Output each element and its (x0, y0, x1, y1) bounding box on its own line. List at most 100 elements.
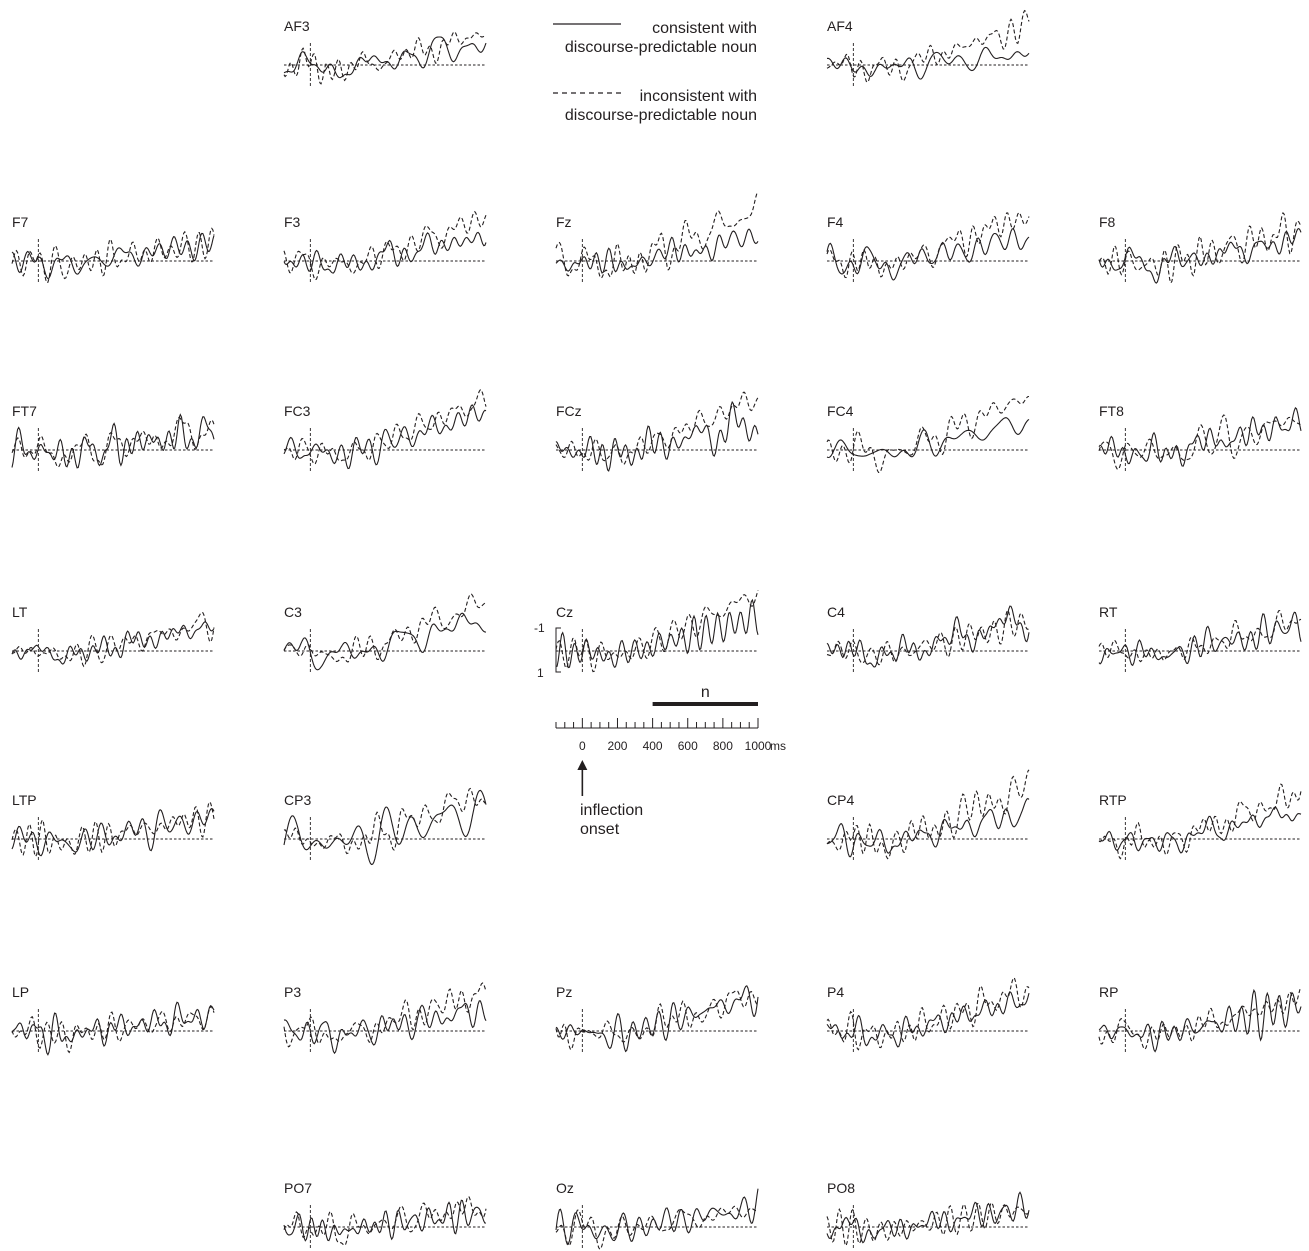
waveform-solid (555, 228, 759, 274)
electrode-label: FC4 (827, 403, 854, 419)
electrode-label: F4 (827, 214, 844, 230)
electrode-label: RP (1099, 984, 1118, 1000)
electrode-label: AF4 (827, 18, 853, 34)
waveform-dashed (826, 395, 1030, 474)
electrode-label: Cz (556, 604, 573, 620)
amplitude-bracket (555, 627, 561, 673)
electrode-label: Oz (556, 1180, 574, 1196)
waveform-solid (1098, 806, 1302, 854)
electrode-panel-cp3: CP3 (283, 787, 487, 866)
waveform-solid (826, 46, 1030, 80)
analysis-window-label: n (701, 684, 710, 701)
waveform-solid (826, 417, 1030, 459)
electrode-label: F3 (284, 214, 301, 230)
electrode-panel-cp4: CP4 (826, 769, 1030, 861)
amplitude-tick-neg: -1 (534, 621, 545, 635)
electrode-panel-fc3: FC3 (283, 388, 487, 472)
legend: consistent with discourse-predictable no… (553, 20, 757, 124)
waveform-dashed (11, 416, 215, 468)
waveform-dashed (826, 609, 1030, 666)
waveform-solid (1098, 611, 1302, 667)
waveform-dashed (555, 989, 759, 1051)
electrode-panel-rtp: RTP (1098, 783, 1302, 861)
electrode-panel-lp: LP (11, 984, 215, 1056)
electrode-panel-f8: F8 (1098, 211, 1302, 285)
waveform-dashed (555, 391, 759, 465)
waveform-dashed (283, 210, 487, 281)
waveform-solid (283, 231, 487, 274)
waveform-dashed (826, 211, 1030, 279)
legend-consistent-line1: consistent with (652, 20, 757, 37)
electrode-label: LP (12, 984, 29, 1000)
electrode-panel-cz: Cz (555, 590, 759, 673)
electrode-panel-c4: C4 (826, 604, 1030, 673)
electrode-panel-ft7: FT7 (11, 403, 215, 472)
electrode-label: CP4 (827, 792, 854, 808)
legend-inconsistent-line1: inconsistent with (640, 88, 757, 105)
scale-bar: -1 1 n 0 200 400 600 800 1000 ms inflection o… (534, 621, 786, 838)
electrode-label: LT (12, 604, 28, 620)
waveform-dashed (11, 227, 215, 284)
waveform-dashed (283, 787, 487, 855)
waveform-dashed (283, 31, 487, 85)
electrode-panel-f4: F4 (826, 211, 1030, 283)
waveform-solid (283, 789, 487, 866)
waveform-dashed (555, 590, 759, 673)
waveform-dashed (826, 9, 1030, 84)
waveform-solid (283, 612, 487, 671)
onset-arrow-icon (577, 760, 588, 770)
waveform-dashed (11, 611, 215, 668)
waveform-dashed (283, 982, 487, 1048)
electrode-label: FT7 (12, 403, 37, 419)
electrode-label: FCz (556, 403, 582, 419)
electrode-label: FC3 (284, 403, 311, 419)
electrode-label: CP3 (284, 792, 311, 808)
time-tick-label: 800 (713, 739, 733, 753)
amplitude-tick-pos: 1 (537, 666, 544, 680)
electrode-panel-p4: P4 (826, 977, 1030, 1053)
waveform-solid (826, 991, 1030, 1048)
waveform-dashed (826, 769, 1030, 860)
time-tick-label: 0 (579, 739, 586, 753)
electrode-panel-f7: F7 (11, 214, 215, 284)
time-tick-label: 400 (643, 739, 663, 753)
waveform-dashed (826, 977, 1030, 1051)
waveform-dashed (1098, 987, 1302, 1050)
waveform-dashed (1098, 783, 1302, 860)
time-tick-label: 200 (607, 739, 627, 753)
waveform-solid (283, 404, 487, 470)
waveform-solid (826, 228, 1030, 281)
waveform-dashed (283, 1195, 487, 1246)
electrode-panel-fcz: FCz (555, 391, 759, 472)
waveform-dashed (555, 191, 759, 279)
waveform-solid (555, 400, 759, 472)
electrode-label: C3 (284, 604, 302, 620)
waveform-solid (283, 1199, 487, 1242)
time-tick-label: 1000 (745, 739, 772, 753)
waveform-dashed (1098, 414, 1302, 471)
electrode-panel-fc4: FC4 (826, 395, 1030, 474)
electrode-label: Fz (556, 214, 572, 230)
waveform-solid (555, 1188, 759, 1245)
electrode-label: PO7 (284, 1180, 312, 1196)
electrode-panel-lt: LT (11, 604, 215, 673)
electrode-panel-rp: RP (1098, 984, 1302, 1053)
time-tick-label: 600 (678, 739, 698, 753)
electrode-label: F7 (12, 214, 29, 230)
onset-annotation-line2: onset (580, 821, 620, 838)
waveform-solid (11, 232, 215, 280)
electrode-panel-ft8: FT8 (1098, 403, 1302, 472)
electrode-label: LTP (12, 792, 37, 808)
electrode-panel-oz: Oz (555, 1180, 759, 1250)
time-ticks: 0 200 400 600 800 1000 (555, 718, 772, 753)
electrode-panels: AF3 AF4 F7 F3 Fz F4 F8 FT7 FC3 FCz FC4 FT8 LT C3 Cz C4 R… (11, 9, 1302, 1250)
electrode-label: P4 (827, 984, 844, 1000)
electrode-label: C4 (827, 604, 845, 620)
electrode-panel-rt: RT (1098, 604, 1302, 673)
waveform-solid (826, 1191, 1030, 1244)
waveform-dashed (283, 388, 487, 465)
time-unit: ms (770, 739, 786, 753)
waveform-solid (1098, 227, 1302, 284)
waveform-solid (11, 807, 215, 857)
waveform-dashed (11, 1006, 215, 1054)
